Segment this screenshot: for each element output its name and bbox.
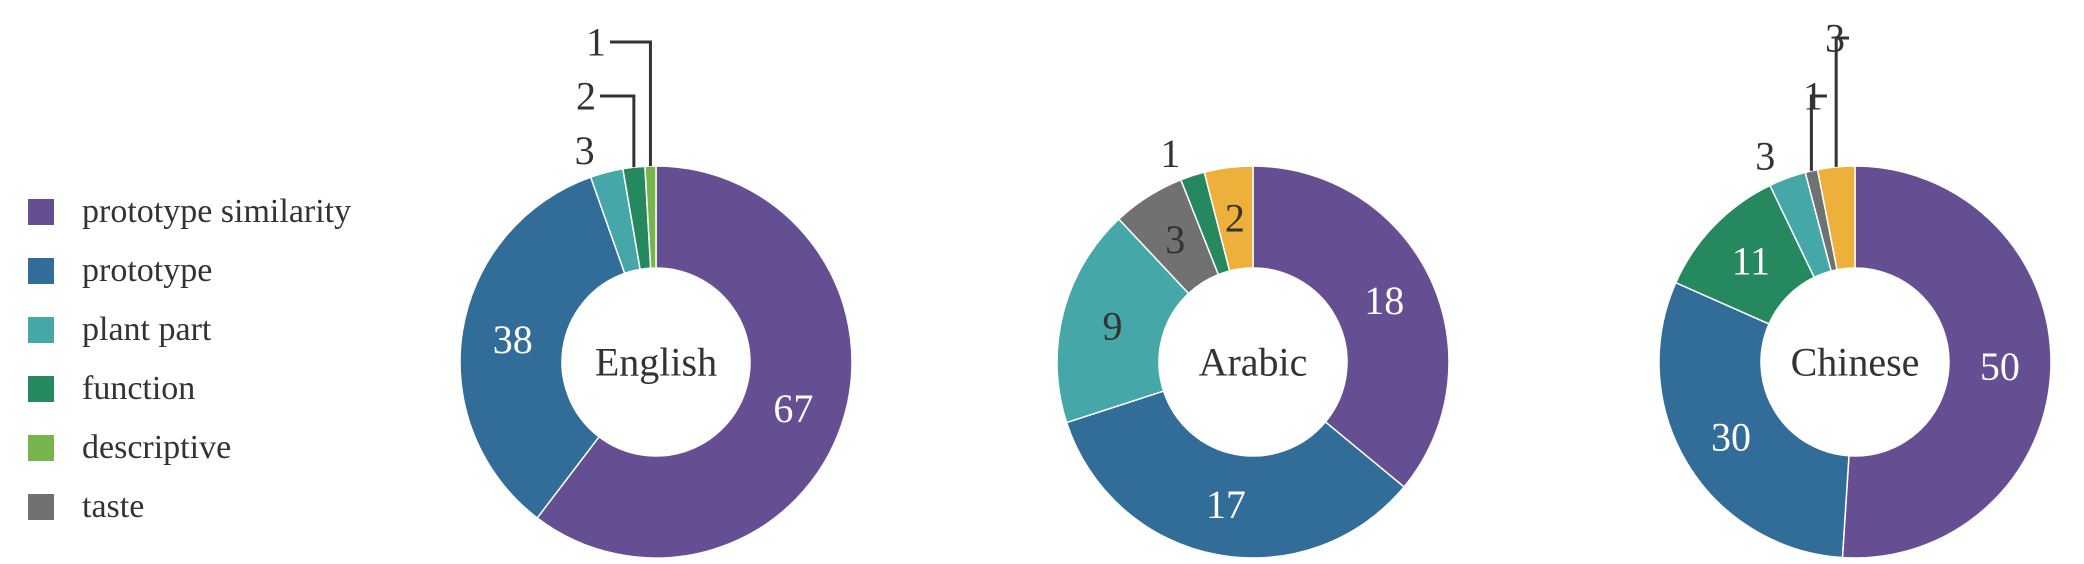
legend-item-taste: taste [28, 477, 428, 536]
leader-line [1809, 94, 1827, 171]
slice-value-label: 17 [1206, 482, 1246, 527]
slice-value-label: 3 [575, 128, 595, 173]
legend-swatch [28, 257, 54, 284]
legend-item-function: function [28, 359, 428, 418]
slice-prototype [1065, 390, 1406, 559]
slice-prototype-similarity [536, 165, 853, 559]
slice-value-label: 3 [1825, 16, 1845, 61]
slice-value-label: 1 [1803, 74, 1823, 119]
leader-line [610, 40, 652, 167]
legend-swatch [28, 493, 54, 520]
legend-swatch [28, 375, 54, 402]
slice-descriptive [644, 165, 657, 269]
donut-center-label: English [595, 340, 717, 385]
slice-value-label: 50 [1980, 344, 2020, 389]
slice-value-label: 2 [576, 74, 596, 119]
slice-value-label: 1 [586, 20, 606, 65]
slice-value-label: 30 [1711, 415, 1751, 460]
slice-value-label: 38 [493, 317, 533, 362]
legend-item-descriptive: descriptive [28, 418, 428, 477]
slice-value-label: 11 [1732, 239, 1771, 284]
legend-label: taste [82, 487, 145, 525]
slice-value-label: 67 [773, 386, 813, 431]
legend-label: descriptive [82, 428, 232, 466]
slice-value-label: 3 [1165, 217, 1185, 262]
legend-label: plant part [82, 310, 212, 348]
slice-unlabeled [1203, 165, 1254, 272]
donut-center-label: Chinese [1791, 340, 1920, 385]
donut-center-label: Arabic [1199, 340, 1308, 385]
legend-label: prototype [82, 251, 213, 289]
slice-value-label: 1 [1160, 131, 1180, 176]
legend-swatch [28, 198, 54, 225]
slice-prototype-similarity [1252, 165, 1450, 488]
legend-label: function [82, 369, 196, 407]
slice-value-label: 2 [1225, 196, 1245, 241]
slice-prototype-similarity [1841, 165, 2052, 559]
legend-item-prototype-similarity: prototype similarity [28, 182, 428, 241]
slice-unlabeled [1816, 165, 1856, 271]
donut-chinese: 50 30 11 313 Chinese [1658, 16, 2052, 559]
legend-item-prototype: prototype [28, 241, 428, 300]
slice-value-label: 3 [1755, 134, 1775, 179]
legend: prototype similarity prototype plant par… [28, 182, 428, 536]
slice-prototype [1658, 281, 1850, 559]
donut-english: 67 38 3 2 1 English [459, 20, 853, 559]
legend-label: prototype similarity [82, 192, 352, 230]
slice-prototype [459, 176, 626, 519]
leader-line [1834, 36, 1849, 167]
leader-line [600, 94, 636, 168]
slice-value-label: 9 [1103, 303, 1123, 348]
legend-swatch [28, 316, 54, 343]
slice-value-label: 18 [1364, 278, 1404, 323]
legend-item-plant-part: plant part [28, 300, 428, 359]
slice-plant-part [1056, 218, 1190, 424]
legend-swatch [28, 434, 54, 461]
donut-arabic: 18 17 93 12 Arabic [1056, 131, 1450, 559]
